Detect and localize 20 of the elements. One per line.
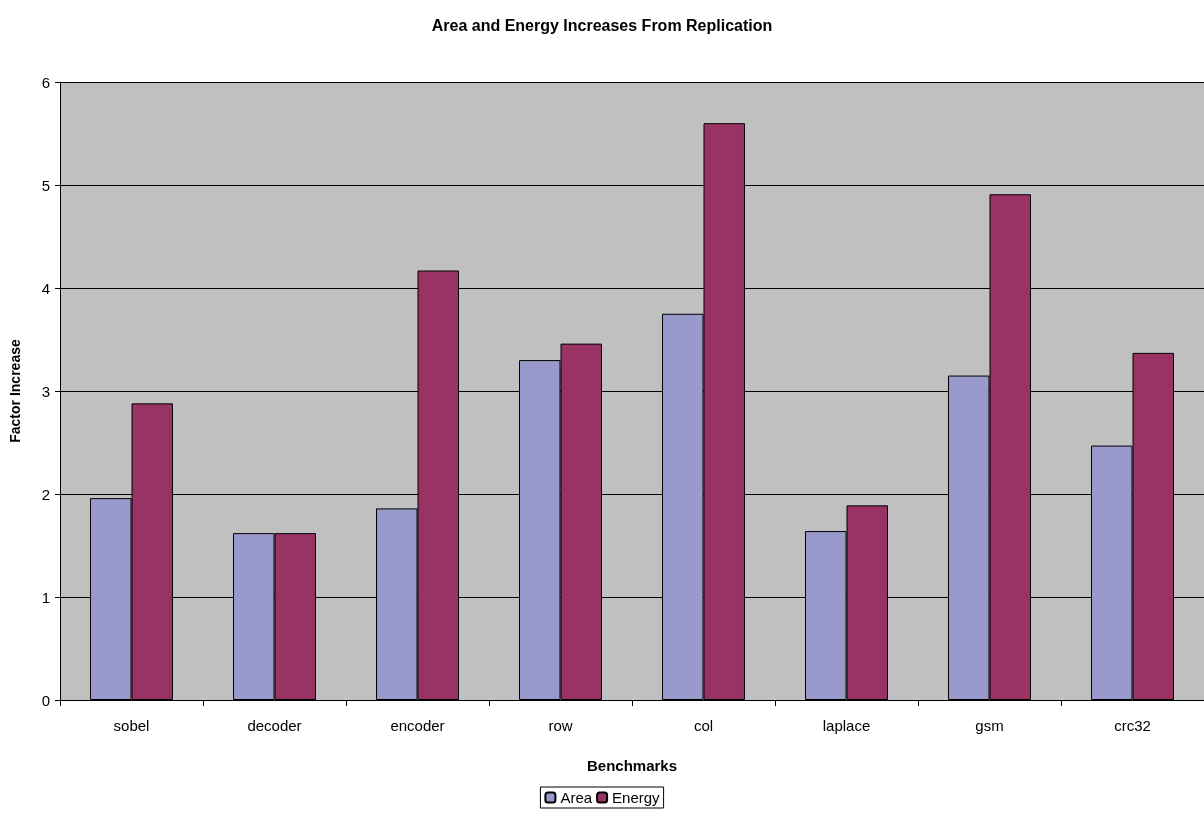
y-tick-label: 1 [41, 588, 50, 606]
x-axis-title: Benchmarks [586, 757, 678, 774]
y-tick-label: 6 [41, 73, 50, 91]
x-tick-label: encoder [390, 717, 445, 734]
y-tick-label: 4 [41, 279, 50, 297]
legend-label: Area [560, 789, 593, 806]
x-tick-label: decoder [247, 717, 302, 734]
y-axis-title: Factor Increase [7, 339, 23, 443]
y-tick-label: 2 [41, 485, 50, 503]
x-tick-label: col [693, 717, 714, 734]
x-tick-label: row [548, 717, 573, 734]
legend-label: Energy [612, 789, 661, 806]
y-tick-label: 3 [41, 382, 50, 400]
x-tick-label: sobel [113, 717, 150, 734]
chart-title: Area and Energy Increases From Replication [431, 16, 773, 34]
x-tick-label: laplace [822, 717, 871, 734]
x-tick-label: crc32 [1114, 717, 1151, 734]
y-tick-label: 5 [41, 176, 50, 194]
y-tick-label: 0 [41, 691, 50, 709]
x-tick-label: gsm [975, 717, 1004, 734]
